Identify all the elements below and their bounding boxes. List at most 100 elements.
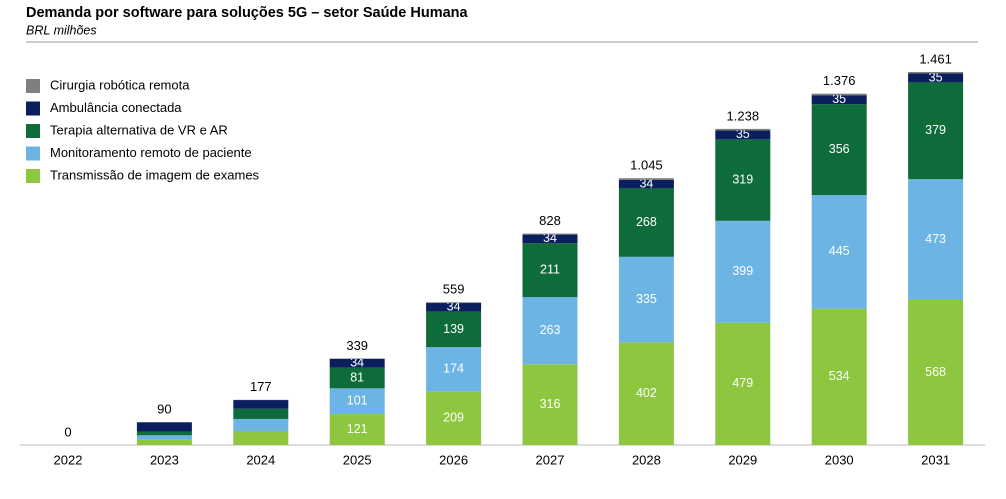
segment-label: 35 xyxy=(832,92,846,106)
segment-label: 335 xyxy=(636,292,657,306)
segment-label: 379 xyxy=(925,123,946,137)
total-label: 1.461 xyxy=(919,51,952,66)
bar-segment xyxy=(908,299,964,445)
bar-segment xyxy=(233,430,289,445)
segment-label: 399 xyxy=(732,264,753,278)
bar-segment xyxy=(522,243,578,298)
bar-segment xyxy=(715,139,771,221)
bar-segment xyxy=(908,71,964,74)
bar-segment xyxy=(136,431,192,436)
bar-segment xyxy=(329,367,385,389)
x-tick-label: 2023 xyxy=(150,452,179,467)
segment-label: 81 xyxy=(350,370,364,384)
bar-segment xyxy=(811,95,867,105)
bar-segment xyxy=(426,303,482,312)
bar-segment xyxy=(811,308,867,445)
segment-label: 139 xyxy=(443,322,464,336)
segment-label: 35 xyxy=(736,127,750,141)
total-label: 1.045 xyxy=(630,158,663,173)
segment-label: 473 xyxy=(925,232,946,246)
bar-segment xyxy=(715,220,771,323)
x-tick-label: 2024 xyxy=(246,452,275,467)
segment-label: 34 xyxy=(350,356,364,370)
bar-segment xyxy=(136,439,192,445)
x-tick-label: 2026 xyxy=(439,452,468,467)
segment-label: 34 xyxy=(543,231,557,245)
segment-label: 402 xyxy=(636,386,657,400)
total-label: 559 xyxy=(443,282,465,297)
bar-segment xyxy=(329,358,385,359)
x-tick-label: 2028 xyxy=(632,452,661,467)
bar-segment xyxy=(136,422,192,423)
segment-label: 356 xyxy=(829,142,850,156)
segment-label: 316 xyxy=(540,397,561,411)
bar-segment xyxy=(426,302,482,304)
bar-segment xyxy=(715,322,771,445)
bar-segment xyxy=(329,388,385,415)
segment-label: 534 xyxy=(829,369,850,383)
bar-segment xyxy=(811,93,867,96)
x-tick-label: 2029 xyxy=(728,452,757,467)
chart-title: Demanda por software para soluções 5G – … xyxy=(26,5,469,21)
bar-segment xyxy=(618,179,674,189)
bar-segment xyxy=(715,128,771,131)
bar-segment xyxy=(618,342,674,445)
bar-segment xyxy=(426,347,482,392)
bar-segment xyxy=(426,391,482,445)
bar-segment xyxy=(136,435,192,440)
segment-label: 211 xyxy=(540,263,560,277)
bar-segment xyxy=(618,178,674,180)
total-label: 1.376 xyxy=(823,73,856,88)
segment-label: 479 xyxy=(732,376,753,390)
bar-segment xyxy=(811,195,867,309)
x-tick-label: 2022 xyxy=(54,452,83,467)
bar-segment xyxy=(908,179,964,300)
segment-label: 319 xyxy=(732,172,753,186)
bar-segment xyxy=(136,422,192,432)
total-label: 90 xyxy=(157,401,171,416)
bar-segment xyxy=(329,358,385,368)
bar-segment xyxy=(618,256,674,343)
segment-label: 174 xyxy=(443,362,464,376)
x-tick-label: 2027 xyxy=(536,452,565,467)
segment-label: 35 xyxy=(929,70,943,84)
bar-segment xyxy=(522,234,578,244)
bar-segment xyxy=(618,188,674,257)
bar-segment xyxy=(522,297,578,365)
bar-segment xyxy=(811,104,867,196)
total-label: 177 xyxy=(250,379,272,394)
legend-label: Terapia alternativa de VR e AR xyxy=(50,122,228,137)
x-tick-label: 2030 xyxy=(825,452,854,467)
bar-segment xyxy=(522,233,578,235)
segment-label: 121 xyxy=(347,422,368,436)
segment-label: 101 xyxy=(347,394,368,408)
bar-segment xyxy=(233,408,289,419)
legend-swatch xyxy=(26,146,40,161)
segment-label: 209 xyxy=(443,411,464,425)
legend-swatch xyxy=(26,79,40,93)
total-label: 0 xyxy=(64,424,71,439)
x-tick-label: 2025 xyxy=(343,452,372,467)
total-label: 828 xyxy=(539,213,561,228)
legend-label: Transmissão de imagem de exames xyxy=(50,167,260,182)
segment-label: 568 xyxy=(925,365,946,379)
legend-label: Monitoramento remoto de paciente xyxy=(50,145,252,160)
bar-segment xyxy=(908,82,964,180)
bar-segment xyxy=(233,400,289,409)
total-label: 1.238 xyxy=(727,108,760,123)
bar-segment xyxy=(329,414,385,445)
segment-label: 34 xyxy=(639,176,653,190)
legend-label: Cirurgia robótica remota xyxy=(50,77,190,92)
bar-segment xyxy=(426,311,482,348)
segment-label: 445 xyxy=(829,244,850,258)
chart-subtitle: BRL milhões xyxy=(26,23,97,37)
x-tick-label: 2031 xyxy=(921,452,950,467)
total-label: 339 xyxy=(346,338,368,353)
legend-swatch xyxy=(26,101,40,116)
segment-label: 263 xyxy=(540,323,561,337)
bar-segment xyxy=(522,364,578,445)
segment-label: 268 xyxy=(636,215,657,229)
bar-segment xyxy=(715,130,771,140)
segment-label: 34 xyxy=(447,300,461,314)
